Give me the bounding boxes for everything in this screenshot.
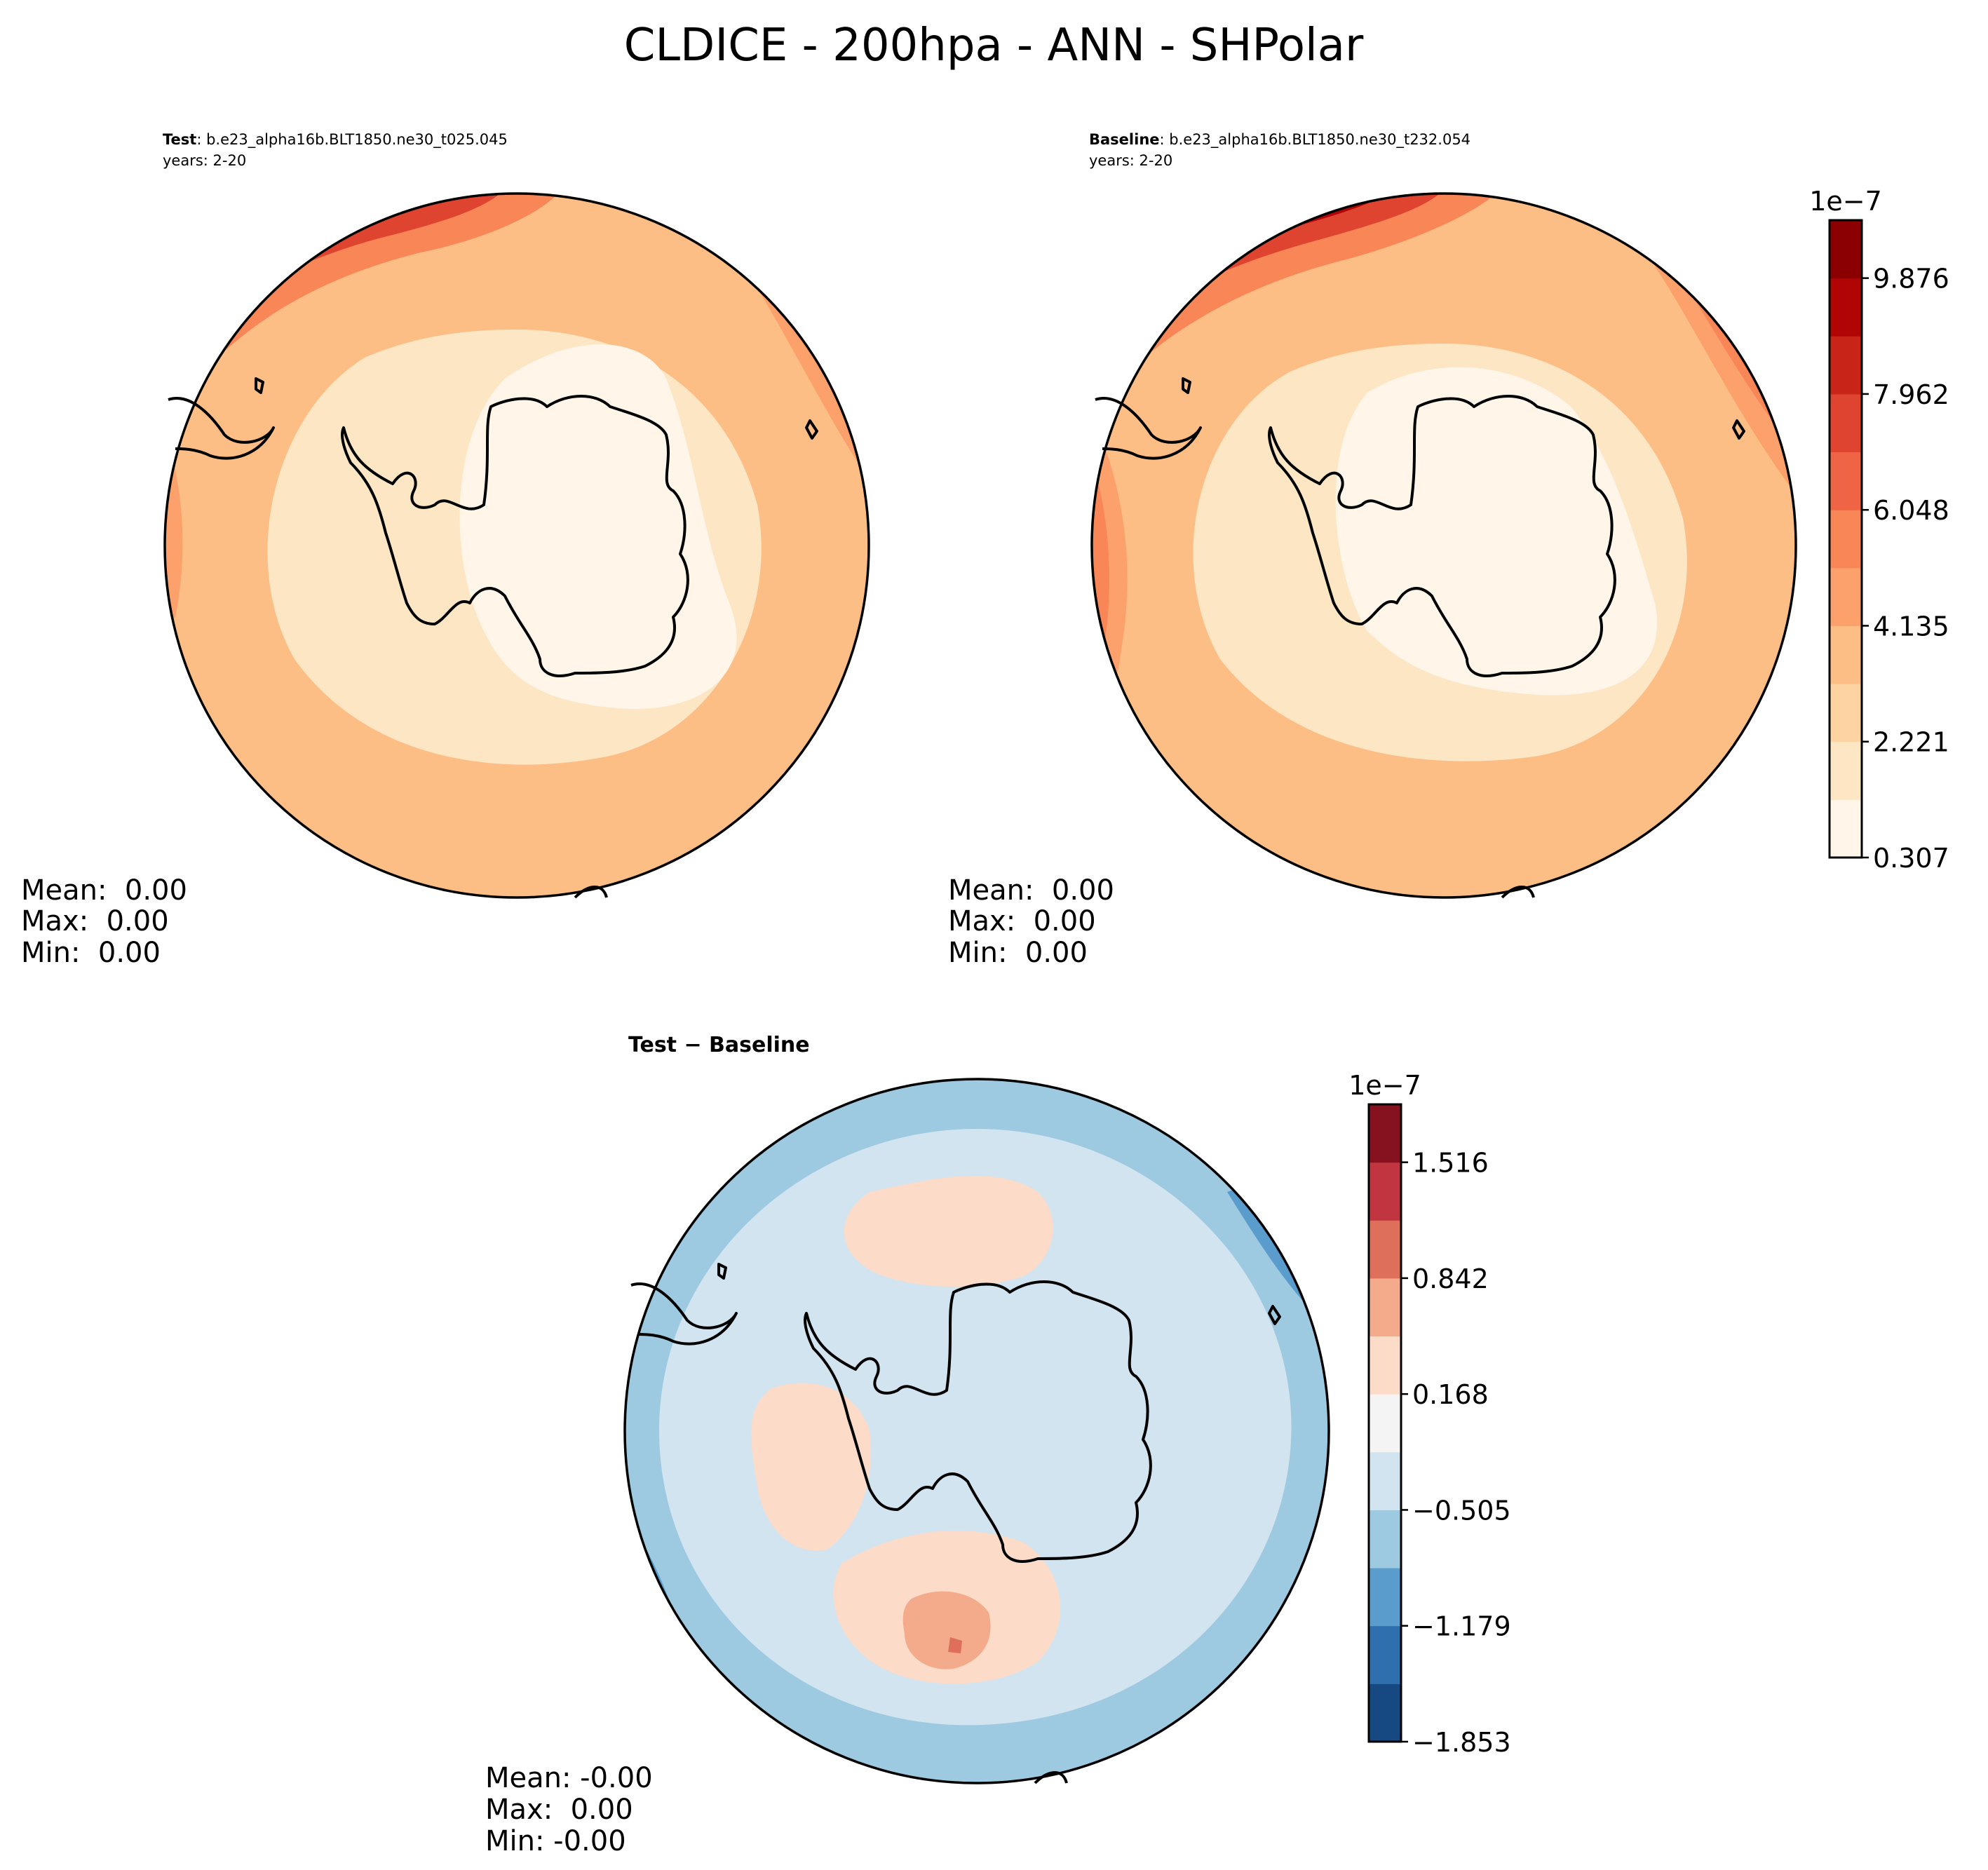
colorbar-swatch <box>1369 1568 1401 1627</box>
colorbar-swatch <box>1830 625 1862 684</box>
panel-diff-map <box>625 1079 1329 1783</box>
panel-diff-coastline <box>630 1263 1281 1784</box>
colorbar-swatch <box>1369 1162 1401 1221</box>
panel-baseline-stat-max: Max: 0.00 <box>948 905 1096 937</box>
colorbar-swatch <box>1369 1220 1401 1279</box>
panel-baseline-years: years: 2-20 <box>1089 152 1172 169</box>
colorbar-swatch <box>1369 1510 1401 1569</box>
colorbar-swatch <box>1830 220 1862 279</box>
panel-baseline: Baseline: b.e23_alpha16b.BLT1850.ne30_t2… <box>948 131 1797 969</box>
baseline-field-center <box>1335 367 1658 696</box>
colorbar-tick-label: 6.048 <box>1873 495 1949 526</box>
colorbar-swatch <box>1369 1278 1401 1337</box>
panel-test-stat-max: Max: 0.00 <box>21 905 169 937</box>
colorbar-swatch <box>1830 684 1862 743</box>
baseline-south-america-coast <box>1095 397 1202 460</box>
test-island-2 <box>574 886 608 899</box>
panel-test-boundary <box>163 192 870 899</box>
colorbar-swatch <box>1830 336 1862 395</box>
colorbar-swatch <box>1369 1625 1401 1684</box>
colorbar-tick-label: −1.853 <box>1412 1727 1511 1758</box>
colorbar-swatch <box>1369 1451 1401 1510</box>
panel-test-label: Test: b.e23_alpha16b.BLT1850.ne30_t025.0… <box>163 131 508 149</box>
panel-diff-boundary <box>623 1078 1330 1784</box>
panel-baseline-coastline <box>1095 377 1745 899</box>
colorbar-swatch <box>1369 1336 1401 1395</box>
colorbar-tick-label: 0.168 <box>1412 1379 1489 1410</box>
colorbar-swatch <box>1369 1394 1401 1453</box>
diff-antarctica-coast <box>804 1280 1152 1563</box>
colorbar-tick-label: 2.221 <box>1873 727 1949 758</box>
test-antarctica-coast <box>341 395 689 677</box>
panel-baseline-boundary <box>1090 192 1797 899</box>
colorbar-diff: −1.853 −1.179 −0.505 0.168 0.842 1.516 1e−7 <box>1348 1070 1510 1758</box>
test-south-america-coast <box>168 397 275 460</box>
diff-island-2 <box>1034 1771 1068 1784</box>
diff-field-rim-weak <box>659 1129 1292 1726</box>
panel-baseline-label-bold: Baseline <box>1089 131 1160 148</box>
colorbar-swatch <box>1369 1683 1401 1742</box>
baseline-island-3 <box>1182 377 1191 394</box>
colorbar-swatch <box>1830 741 1862 800</box>
panel-test-coastline <box>168 377 818 899</box>
diff-field-positive-patch-east <box>844 1175 1053 1287</box>
panel-baseline-stat-mean: Mean: 0.00 <box>948 874 1114 907</box>
panel-diff: Test − Baseline Mean: -0.00 Max: 0.00 Mi… <box>485 1033 1330 1857</box>
colorbar-tick-label: 9.876 <box>1873 264 1949 294</box>
panel-diff-label: Test − Baseline <box>628 1033 810 1057</box>
panel-baseline-label: Baseline: b.e23_alpha16b.BLT1850.ne30_t2… <box>1089 131 1470 149</box>
colorbar-main: 0.307 2.221 4.135 6.048 7.962 9.876 1e−7 <box>1809 186 1949 874</box>
colorbar-swatch <box>1830 452 1862 510</box>
colorbar-swatch <box>1830 393 1862 453</box>
colorbar-swatch <box>1830 278 1862 337</box>
colorbar-tick-label: 4.135 <box>1873 611 1949 642</box>
panel-test-label-bold: Test <box>163 131 196 148</box>
panel-test-map <box>165 194 869 897</box>
diff-field-positive-maximum <box>948 1637 962 1653</box>
colorbar-swatch <box>1369 1104 1401 1163</box>
diff-island-1 <box>1268 1305 1281 1325</box>
colorbar-frame <box>1367 1103 1402 1743</box>
panel-test: Test: b.e23_alpha16b.BLT1850.ne30_t025.0… <box>21 131 870 969</box>
baseline-antarctica-coast <box>1268 395 1616 677</box>
colorbar-tick-label: 0.842 <box>1412 1263 1489 1294</box>
panel-test-label-rest: : b.e23_alpha16b.BLT1850.ne30_t025.045 <box>196 131 508 149</box>
panel-diff-stat-max: Max: 0.00 <box>485 1794 633 1826</box>
baseline-island-2 <box>1501 886 1535 899</box>
colorbar-tick-label: 7.962 <box>1873 379 1949 410</box>
test-island-3 <box>255 377 264 394</box>
test-island-1 <box>805 419 818 440</box>
diff-field-positive-patch-west <box>751 1383 871 1551</box>
diff-island-3 <box>717 1263 727 1280</box>
colorbar-swatch <box>1830 567 1862 626</box>
panel-diff-stat-min: Min: -0.00 <box>485 1825 626 1857</box>
panel-baseline-stat-min: Min: 0.00 <box>948 937 1088 969</box>
colorbar-swatch <box>1830 799 1862 858</box>
figure-title: CLDICE - 200hpa - ANN - SHPolar <box>624 20 1364 72</box>
diff-field-positive-peak <box>902 1591 991 1669</box>
panel-diff-stat-mean: Mean: -0.00 <box>485 1762 653 1794</box>
colorbar-tick-label: 0.307 <box>1873 843 1949 874</box>
baseline-island-1 <box>1732 419 1745 440</box>
colorbar-tick-label: −0.505 <box>1412 1495 1511 1526</box>
colorbar-tick-label: 1.516 <box>1412 1148 1489 1179</box>
colorbar-tick-label: −1.179 <box>1412 1611 1511 1642</box>
diff-south-america-coast <box>630 1282 738 1346</box>
panel-test-years: years: 2-20 <box>163 152 246 169</box>
panel-test-stat-mean: Mean: 0.00 <box>21 874 187 907</box>
colorbar-frame <box>1828 219 1863 859</box>
colorbar-offset-label: 1e−7 <box>1809 186 1882 217</box>
panel-test-stat-min: Min: 0.00 <box>21 937 161 969</box>
colorbar-offset-label: 1e−7 <box>1348 1070 1421 1101</box>
panel-baseline-label-rest: : b.e23_alpha16b.BLT1850.ne30_t232.054 <box>1160 131 1471 149</box>
colorbar-swatch <box>1830 510 1862 569</box>
